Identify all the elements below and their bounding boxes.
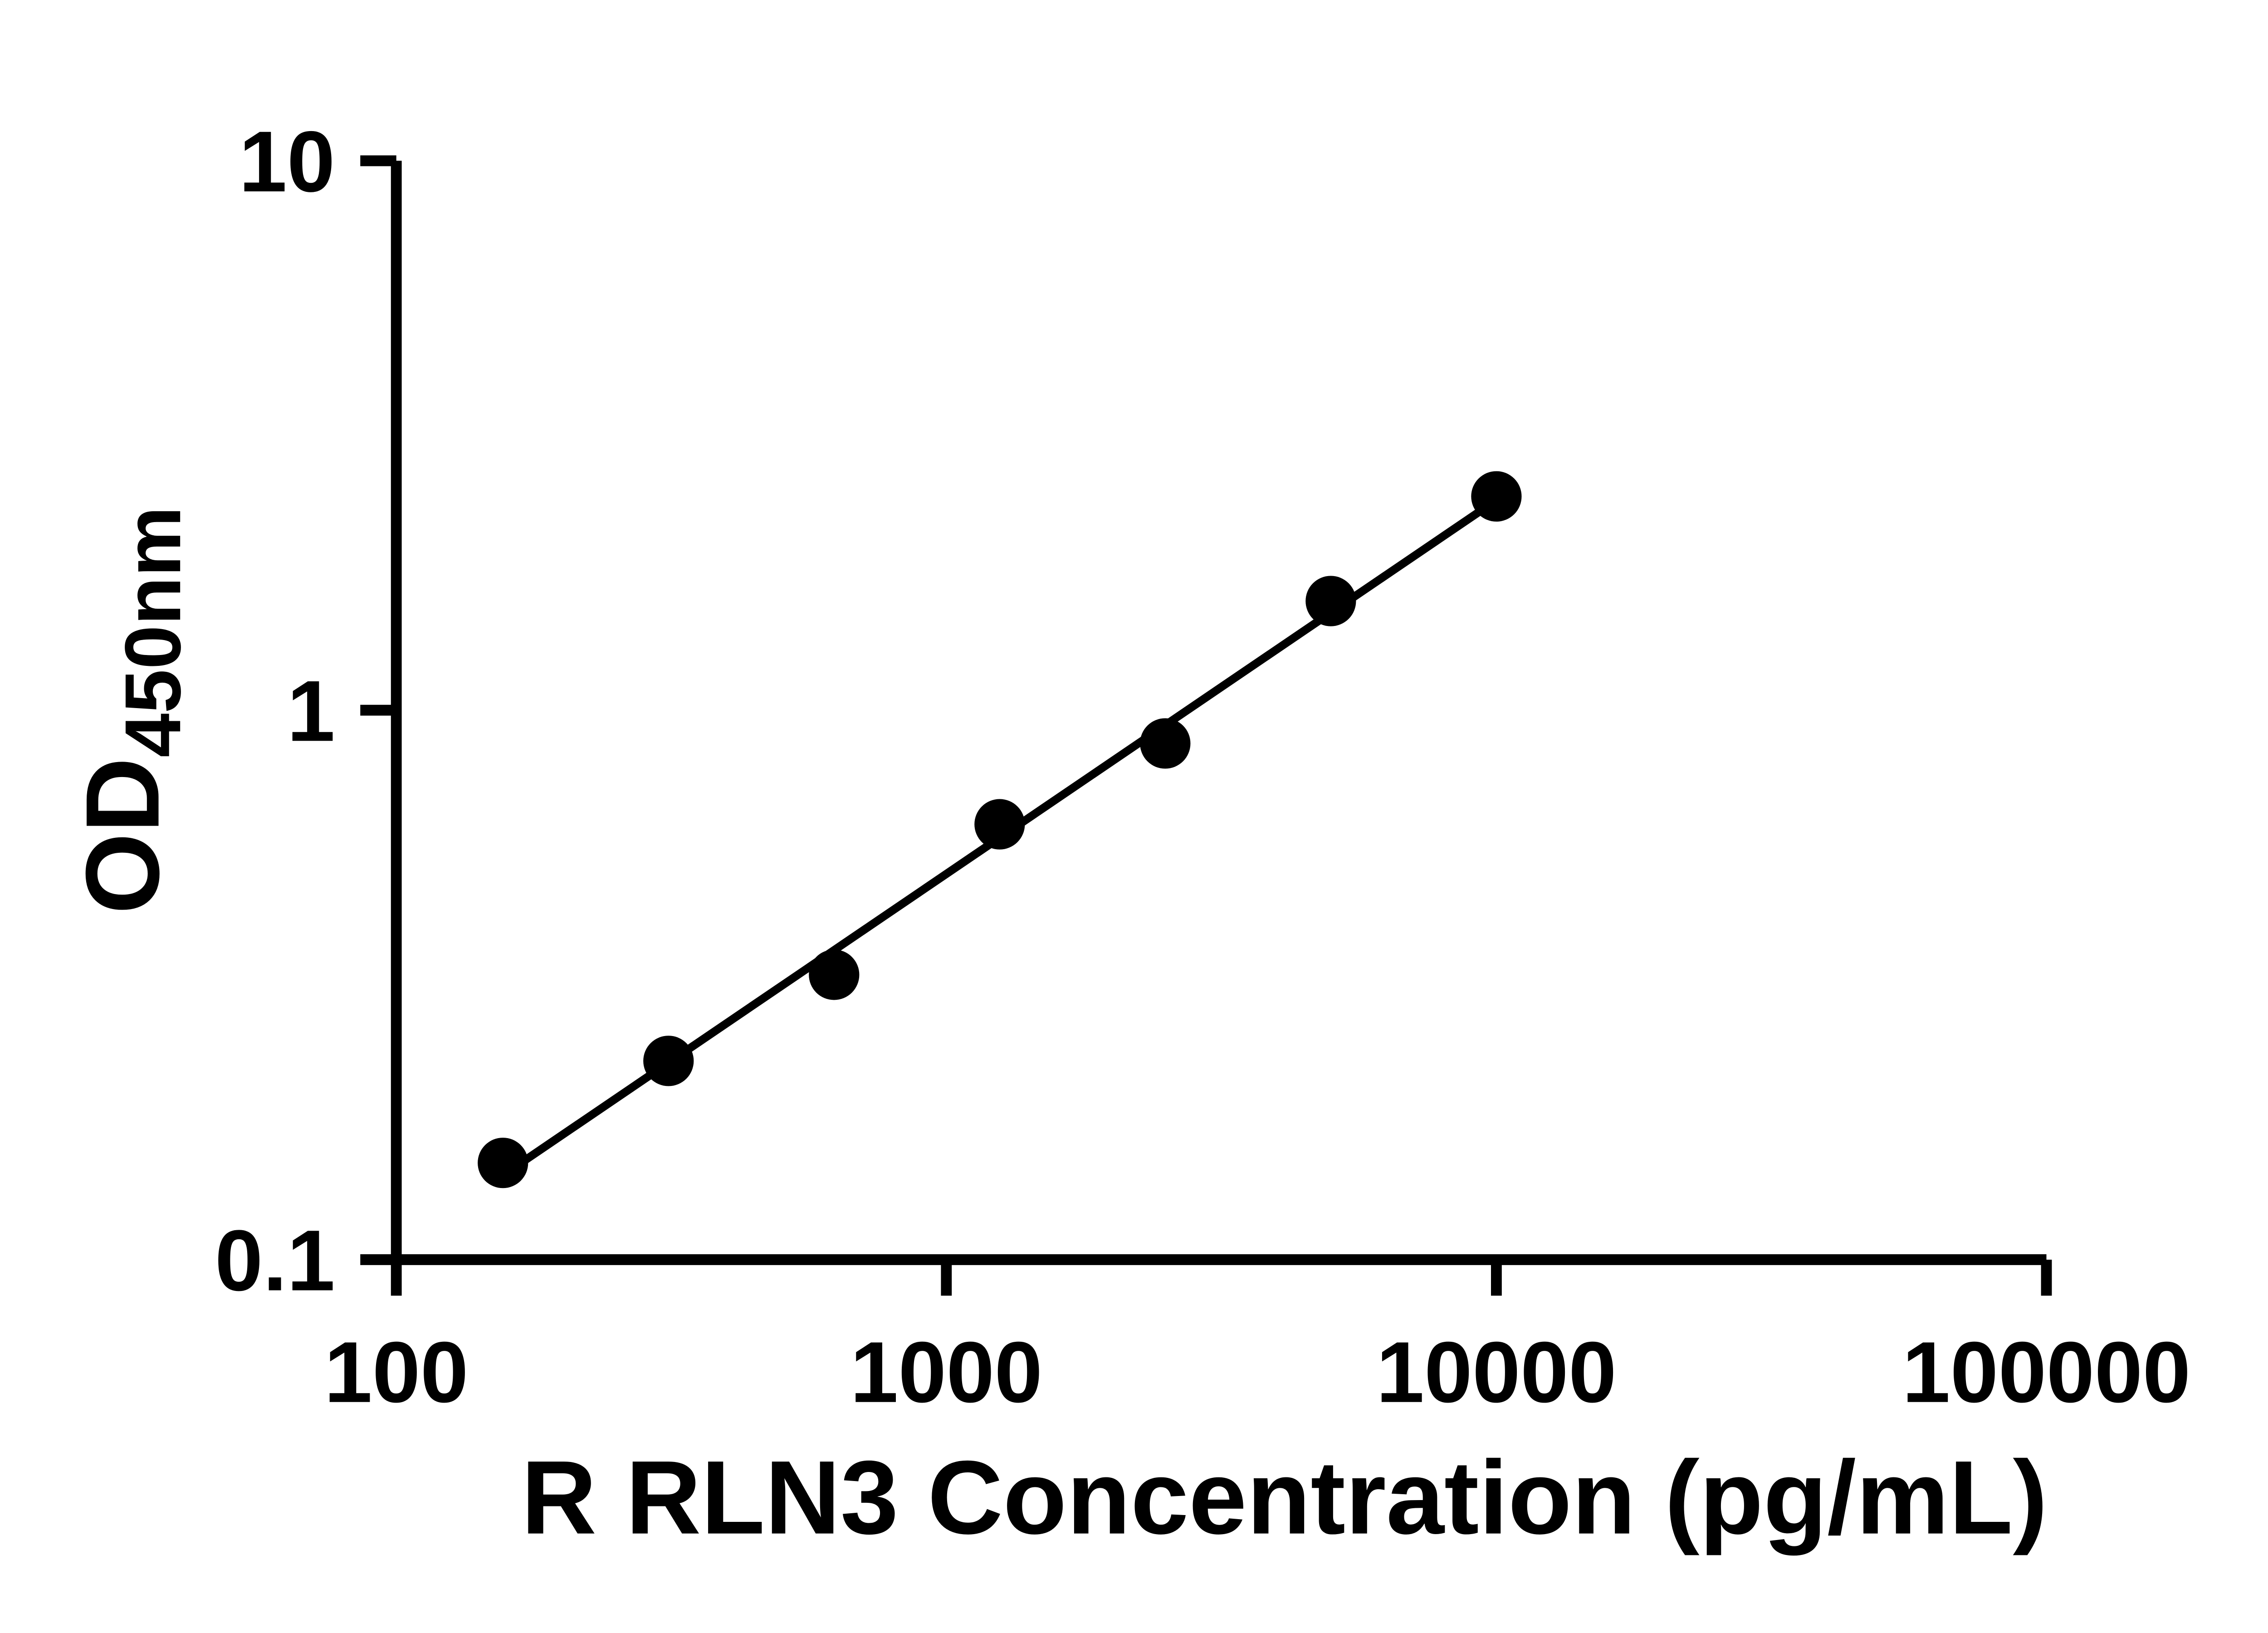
data-point	[478, 1138, 528, 1188]
y-axis-title-sub: 450nm	[109, 506, 197, 758]
data-point	[1305, 576, 1356, 626]
y-tick-label: 0.1	[215, 1212, 335, 1309]
x-axis-title: R RLN3 Concentration (pg/mL)	[521, 1439, 2048, 1556]
data-point	[974, 799, 1025, 850]
x-tick-label: 100000	[1902, 1324, 2190, 1421]
y-axis-title: OD450nm	[64, 506, 197, 914]
x-tick-label: 1000	[850, 1324, 1042, 1421]
data-point	[809, 949, 860, 1000]
y-axis-title-main: OD	[64, 758, 181, 914]
axis-spines	[391, 161, 2047, 1265]
y-tick-label: 1	[287, 663, 335, 759]
plot-area	[478, 471, 1522, 1188]
data-point	[1471, 471, 1522, 522]
x-tick-label: 10000	[1376, 1324, 1617, 1421]
x-tick-label: 100	[324, 1324, 469, 1421]
axes: 100 1000 10000 100000 0.1 1 10	[215, 113, 2191, 1421]
data-point	[643, 1036, 694, 1086]
y-tick-label: 10	[239, 113, 335, 210]
data-point	[1140, 718, 1191, 769]
